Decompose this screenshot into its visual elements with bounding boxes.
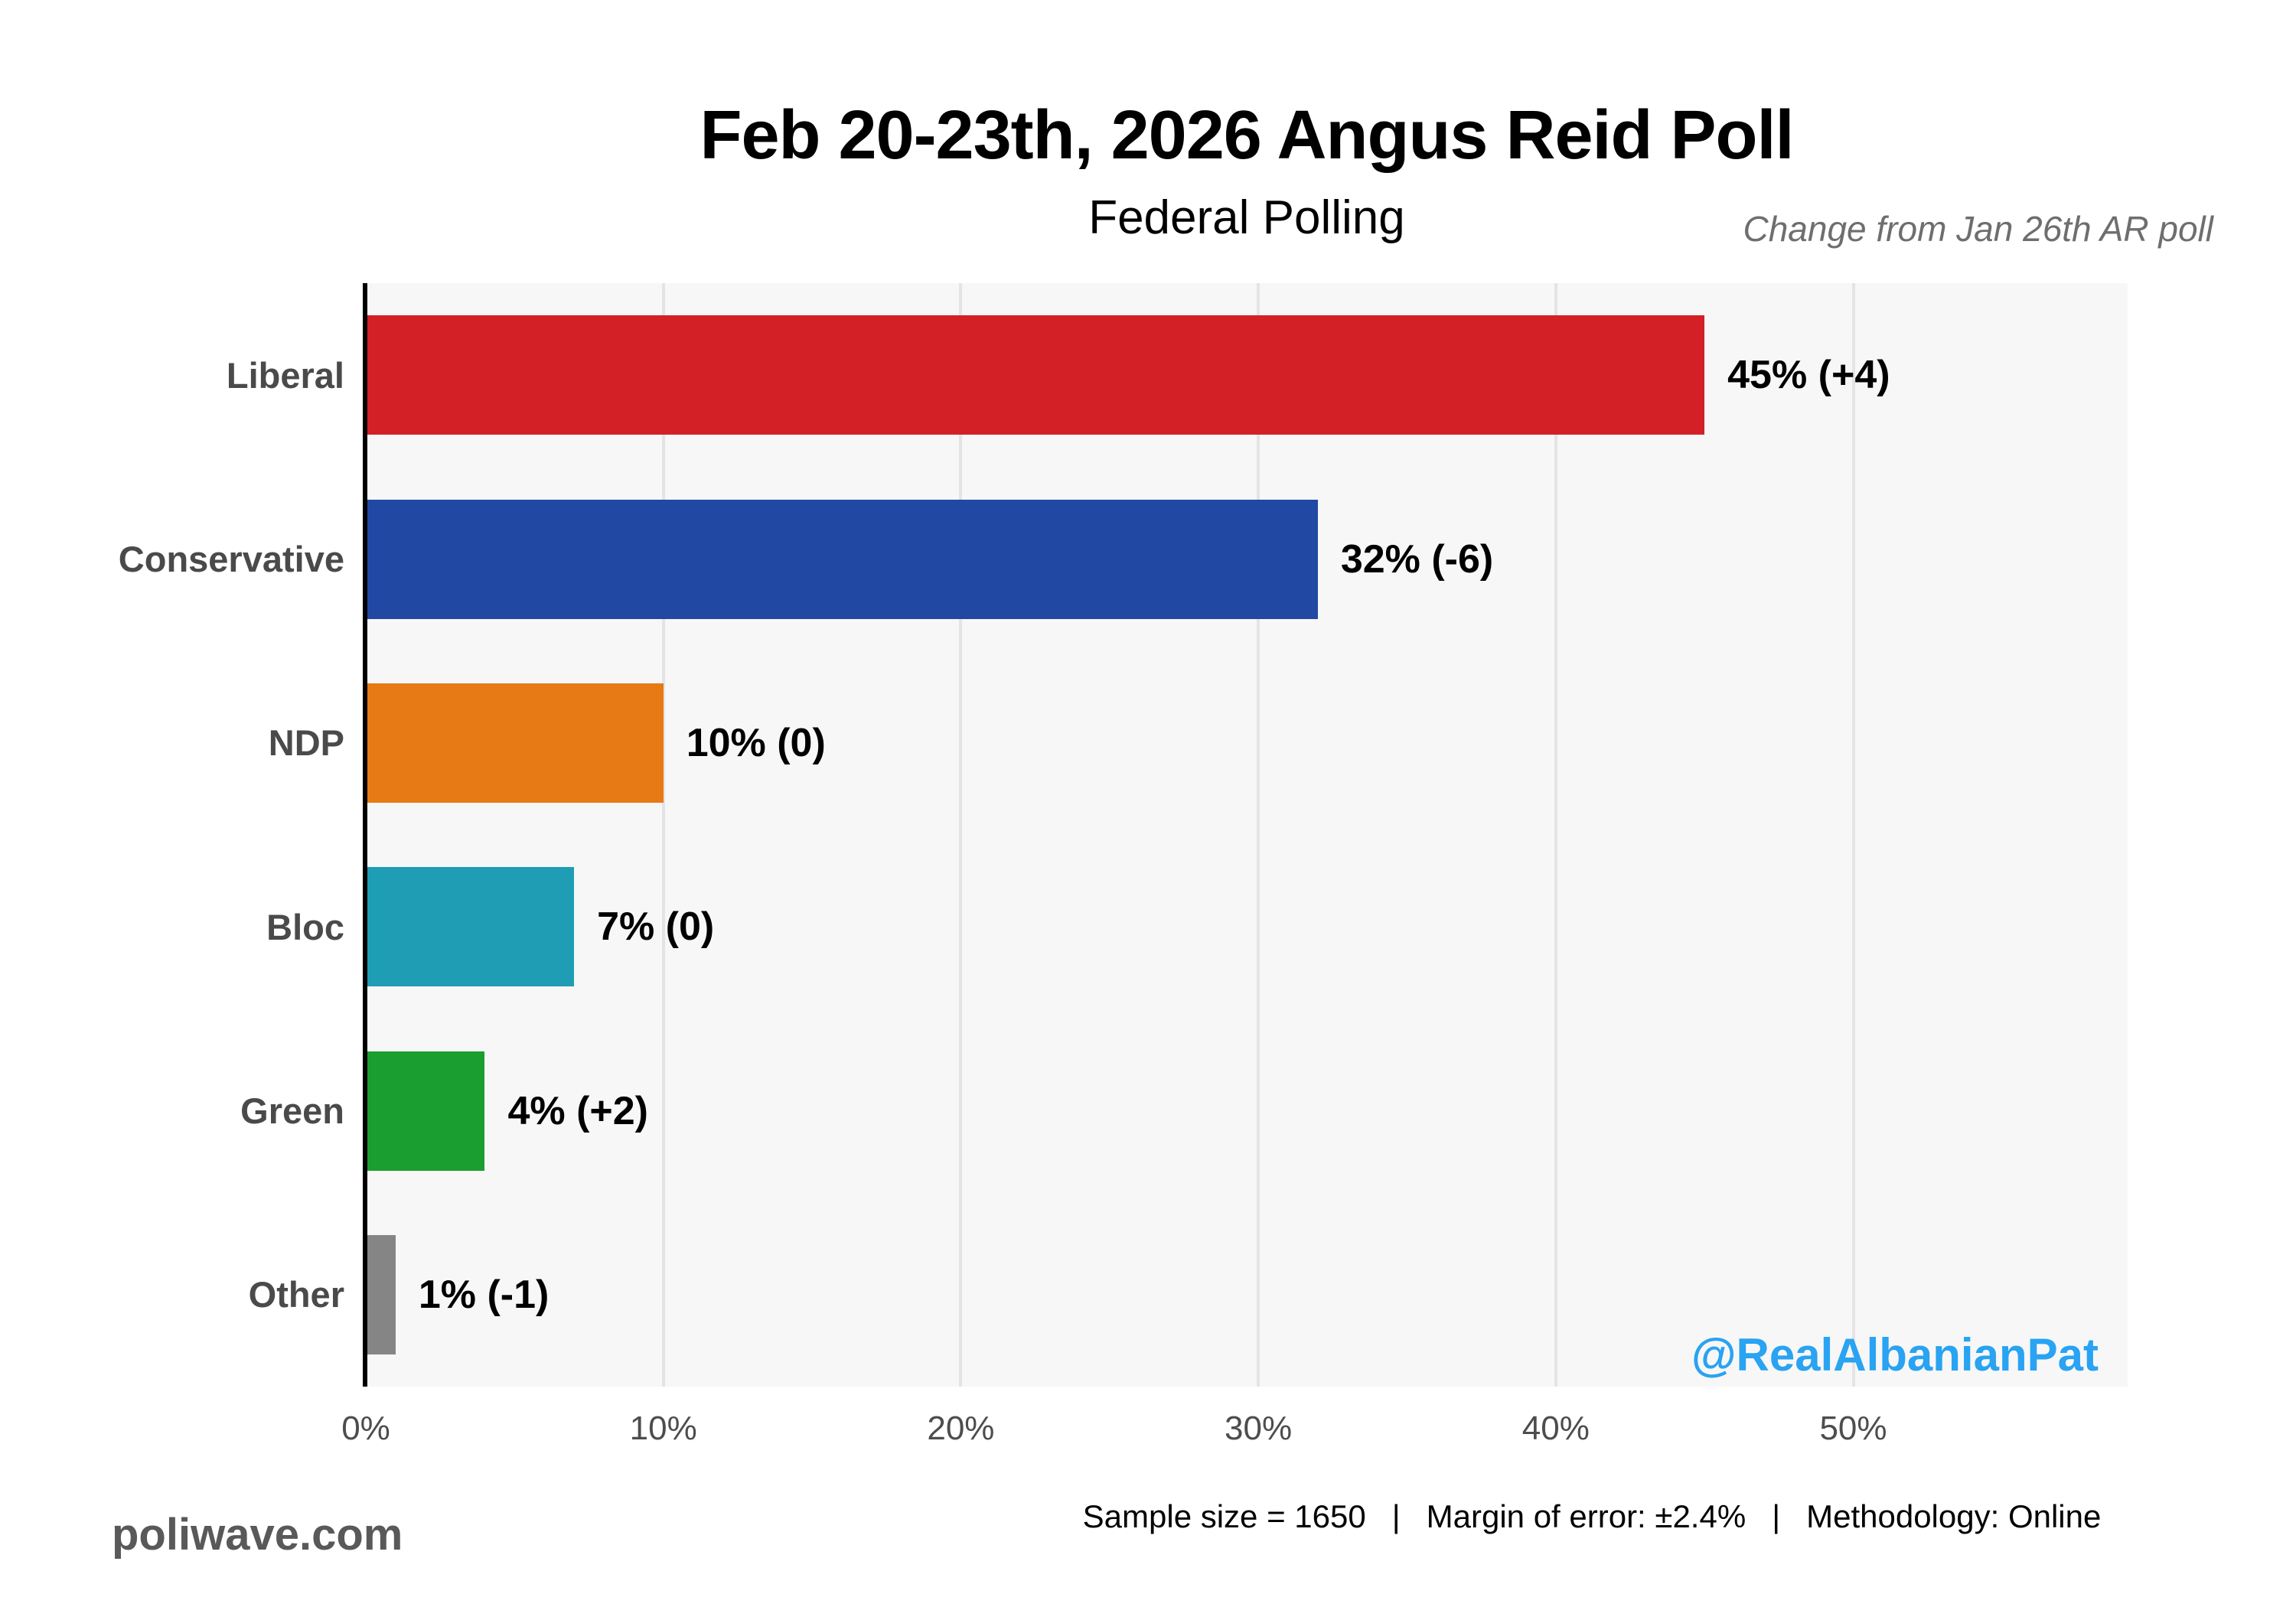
site-name-watermark: poliwave.com — [112, 1510, 403, 1560]
chart-subtitle: Federal Polling — [1088, 191, 1405, 244]
category-label-ndp: NDP — [268, 722, 344, 764]
value-label-green: 4% (+2) — [507, 1088, 648, 1133]
value-label-bloc: 7% (0) — [597, 905, 715, 950]
category-label-green: Green — [240, 1090, 344, 1131]
x-tick-label-40: 40% — [1521, 1410, 1590, 1447]
x-tick-label-20: 20% — [927, 1410, 995, 1447]
gridline-20 — [959, 283, 963, 1387]
footer-separator: | — [1772, 1498, 1781, 1534]
x-tick-label-50: 50% — [1819, 1410, 1887, 1447]
bar-other — [366, 1234, 396, 1354]
gridline-40 — [1554, 283, 1557, 1387]
bar-ndp — [366, 683, 664, 803]
category-label-bloc: Bloc — [266, 906, 344, 947]
y-axis-line — [363, 283, 367, 1387]
value-label-conservative: 32% (-6) — [1340, 536, 1494, 582]
bar-bloc — [366, 867, 575, 987]
x-tick-label-0: 0% — [341, 1410, 390, 1447]
category-label-liberal: Liberal — [226, 354, 344, 396]
value-label-liberal: 45% (+4) — [1727, 353, 1890, 398]
gridline-10 — [661, 283, 665, 1387]
bar-conservative — [366, 499, 1318, 619]
sample-size-text: Sample size = 1650 — [1082, 1498, 1366, 1534]
value-label-ndp: 10% (0) — [686, 720, 826, 765]
margin-of-error-text: Margin of error: ±2.4% — [1426, 1498, 1746, 1534]
change-annotation: Change from Jan 26th AR poll — [1743, 209, 2213, 249]
category-label-other: Other — [248, 1274, 344, 1315]
footer-separator: | — [1391, 1498, 1401, 1534]
value-label-other: 1% (-1) — [418, 1272, 550, 1317]
methodology-footer: Sample size = 1650 | Margin of error: ±2… — [1056, 1498, 2128, 1535]
methodology-text: Methodology: Online — [1806, 1498, 2102, 1534]
gridline-30 — [1257, 283, 1261, 1387]
x-tick-label-30: 30% — [1225, 1410, 1293, 1447]
x-tick-label-10: 10% — [629, 1410, 697, 1447]
title-block: Feb 20-23th, 2026 Angus Reid Poll Federa… — [366, 98, 2128, 245]
category-label-conservative: Conservative — [118, 539, 344, 579]
bar-green — [366, 1051, 485, 1171]
bar-liberal — [366, 315, 1705, 435]
chart-title: Feb 20-23th, 2026 Angus Reid Poll — [700, 97, 1794, 174]
gridline-50 — [1851, 283, 1855, 1387]
twitter-handle-watermark: @RealAlbanianPat — [1691, 1329, 2099, 1380]
chart-panel: 45% (+4) Liberal 32% (-6) Conservative 10% (… — [119, 283, 2128, 1387]
